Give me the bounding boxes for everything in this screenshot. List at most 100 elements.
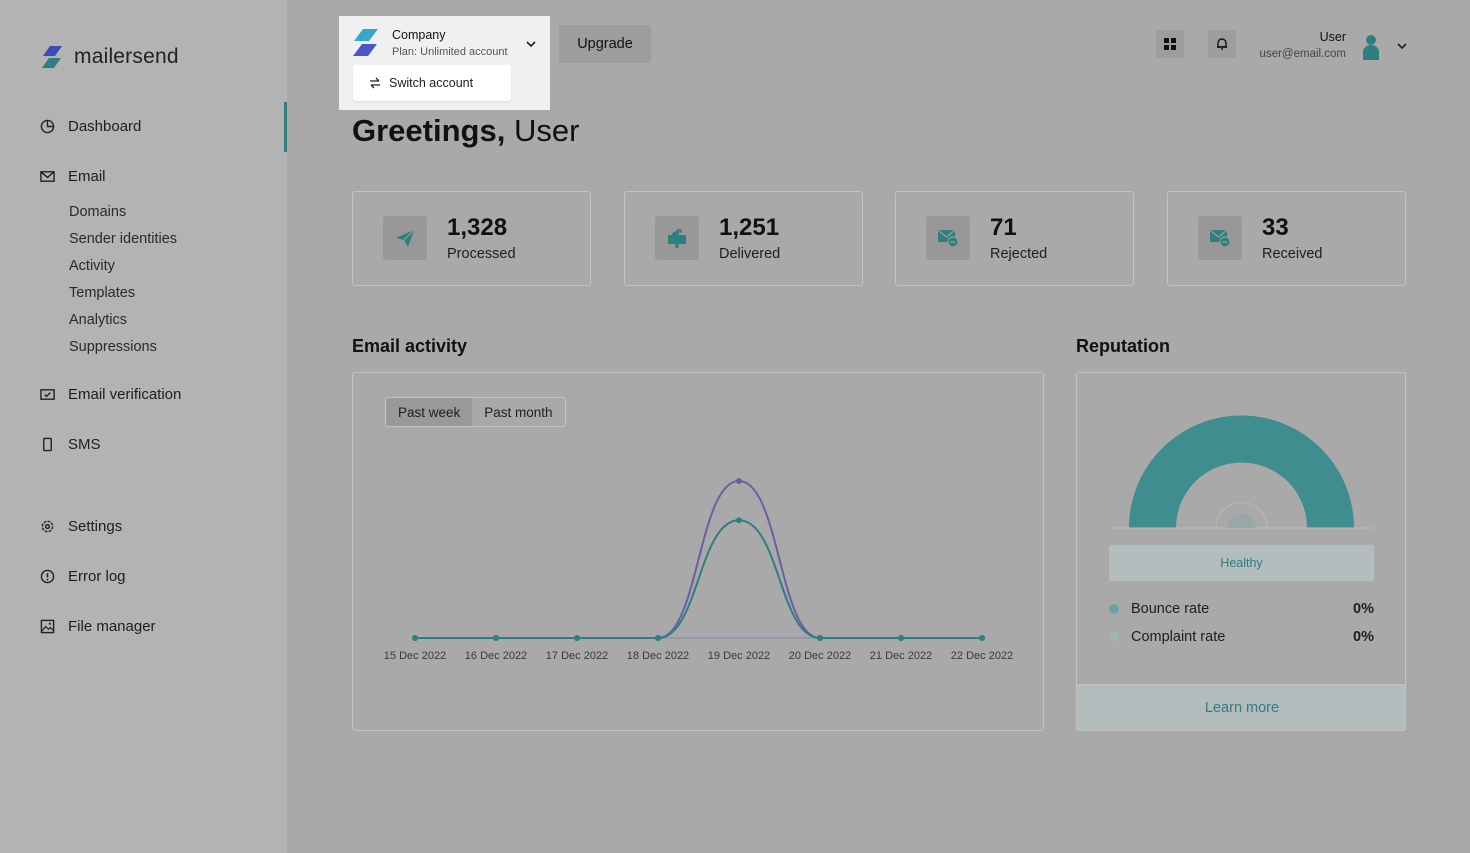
x-tick-label: 16 Dec 2022 bbox=[465, 650, 527, 662]
user-email: user@email.com bbox=[1259, 48, 1346, 60]
brand-logo[interactable]: mailersend bbox=[40, 44, 179, 70]
sidebar-subitem-analytics[interactable]: Analytics bbox=[69, 312, 128, 328]
envelope-minus-icon bbox=[926, 216, 970, 260]
data-point[interactable] bbox=[412, 635, 418, 641]
rate-value: 0% bbox=[1353, 601, 1374, 617]
envelope-check-icon bbox=[40, 389, 55, 400]
paper-plane-icon bbox=[383, 216, 427, 260]
stat-value: 33 bbox=[1262, 214, 1289, 241]
mailbox-icon bbox=[655, 216, 699, 260]
image-icon bbox=[40, 619, 55, 634]
sidebar-item-error-log[interactable]: Error log bbox=[40, 568, 126, 585]
sidebar-subitem-suppressions[interactable]: Suppressions bbox=[69, 339, 157, 355]
x-tick-label: 18 Dec 2022 bbox=[627, 650, 689, 662]
page-title: Greetings, User bbox=[352, 113, 579, 149]
sidebar-item-sms[interactable]: SMS bbox=[40, 436, 101, 453]
sidebar-item-label: Email bbox=[68, 168, 106, 185]
data-point[interactable] bbox=[979, 635, 985, 641]
sidebar-item-label: Email verification bbox=[68, 386, 182, 403]
stat-value: 1,328 bbox=[447, 214, 508, 241]
x-tick-label: 20 Dec 2022 bbox=[789, 650, 851, 662]
switch-account-button[interactable]: Switch account bbox=[353, 65, 511, 101]
complaint-rate-dot bbox=[1109, 632, 1119, 642]
upgrade-button[interactable]: Upgrade bbox=[559, 25, 651, 63]
chevron-down-icon[interactable] bbox=[525, 38, 537, 50]
rate-label: Complaint rate bbox=[1131, 629, 1226, 645]
stat-card-delivered[interactable]: 1,251 Delivered bbox=[624, 191, 863, 286]
rate-label: Bounce rate bbox=[1131, 601, 1210, 617]
reputation-status-badge: Healthy bbox=[1109, 545, 1374, 581]
sidebar-item-dashboard[interactable]: Dashboard bbox=[40, 118, 141, 135]
x-tick-label: 19 Dec 2022 bbox=[708, 650, 770, 662]
swap-arrows-icon bbox=[370, 77, 380, 89]
data-point[interactable] bbox=[655, 635, 661, 641]
tab-past-week[interactable]: Past week bbox=[386, 398, 473, 426]
stat-label: Processed bbox=[447, 246, 516, 262]
series-line-0 bbox=[414, 479, 982, 639]
company-logo-icon bbox=[353, 29, 378, 56]
period-toggle: Past week Past month bbox=[385, 397, 566, 427]
account-plan: Plan: Unlimited account bbox=[392, 46, 508, 58]
stat-label: Received bbox=[1262, 246, 1323, 262]
sidebar-item-label: Settings bbox=[68, 518, 123, 535]
sidebar-subitem-sender-identities[interactable]: Sender identities bbox=[69, 231, 178, 247]
account-switcher[interactable]: Company Plan: Unlimited account Switch a… bbox=[339, 16, 550, 110]
reputation-title: Reputation bbox=[1076, 336, 1170, 356]
sidebar: mailersend Dashboard Email Domains Sende… bbox=[0, 0, 287, 853]
sidebar-item-label: Dashboard bbox=[68, 118, 142, 135]
sidebar-item-file-manager[interactable]: File manager bbox=[40, 618, 156, 635]
sidebar-item-label: SMS bbox=[68, 436, 101, 453]
account-name: Company bbox=[392, 28, 446, 42]
user-menu-chevron-icon[interactable] bbox=[1396, 40, 1408, 52]
sidebar-subitem-domains[interactable]: Domains bbox=[69, 204, 127, 220]
mailersend-logo-icon bbox=[42, 46, 62, 68]
stat-card-rejected[interactable]: 71 Rejected bbox=[895, 191, 1134, 286]
rate-value: 0% bbox=[1353, 629, 1374, 645]
email-activity-title: Email activity bbox=[352, 336, 468, 356]
data-point[interactable] bbox=[736, 517, 742, 524]
x-tick-label: 22 Dec 2022 bbox=[951, 650, 1013, 662]
sidebar-item-label: Error log bbox=[68, 568, 126, 585]
stat-value: 71 bbox=[990, 214, 1017, 241]
tab-past-month[interactable]: Past month bbox=[484, 404, 553, 420]
data-point[interactable] bbox=[817, 635, 823, 641]
notifications-button[interactable] bbox=[1208, 30, 1236, 58]
email-activity-chart: 15 Dec 2022 16 Dec 2022 17 Dec 2022 18 Dec … bbox=[384, 478, 1013, 662]
user-avatar-icon[interactable] bbox=[1362, 34, 1380, 60]
bounce-rate-dot bbox=[1109, 604, 1119, 614]
reputation-card: Healthy Bounce rate 0% Complaint rate 0%… bbox=[1076, 372, 1406, 731]
stat-card-processed[interactable]: 1,328 Processed bbox=[352, 191, 591, 286]
phone-icon bbox=[43, 437, 52, 452]
sidebar-item-settings[interactable]: Settings bbox=[40, 518, 122, 535]
envelope-icon bbox=[40, 171, 55, 182]
data-point[interactable] bbox=[493, 635, 499, 641]
sidebar-item-email-verification[interactable]: Email verification bbox=[40, 386, 181, 403]
stat-value: 1,251 bbox=[719, 214, 780, 241]
greeting-name: User bbox=[513, 113, 580, 148]
pie-chart-icon bbox=[40, 119, 55, 134]
sidebar-item-email[interactable]: Email bbox=[40, 168, 106, 185]
envelope-minus-icon bbox=[1198, 216, 1242, 260]
sidebar-item-label: File manager bbox=[68, 618, 156, 635]
user-name: User bbox=[1319, 30, 1346, 44]
gear-icon bbox=[41, 520, 54, 533]
alert-circle-icon bbox=[40, 569, 55, 584]
sidebar-subitem-templates[interactable]: Templates bbox=[69, 285, 136, 301]
switch-account-label: Switch account bbox=[389, 76, 474, 90]
stat-card-received[interactable]: 33 Received bbox=[1167, 191, 1406, 286]
sidebar-subitem-activity[interactable]: Activity bbox=[69, 258, 115, 274]
stat-label: Rejected bbox=[990, 246, 1048, 262]
active-indicator bbox=[284, 102, 287, 152]
learn-more-link[interactable]: Learn more bbox=[1077, 684, 1405, 730]
data-point[interactable] bbox=[574, 635, 580, 641]
apps-grid-button[interactable] bbox=[1156, 30, 1184, 58]
data-point[interactable] bbox=[736, 478, 742, 484]
data-point[interactable] bbox=[898, 635, 904, 641]
brand-name: mailersend bbox=[74, 45, 179, 68]
x-tick-label: 15 Dec 2022 bbox=[384, 650, 446, 662]
stat-label: Delivered bbox=[719, 246, 781, 262]
complaint-rate-row: Complaint rate 0% bbox=[1109, 629, 1374, 645]
email-activity-card: 15 Dec 2022 16 Dec 2022 17 Dec 2022 18 Dec … bbox=[352, 372, 1044, 731]
bell-icon bbox=[1217, 38, 1227, 50]
greeting-prefix: Greetings, bbox=[352, 113, 506, 148]
